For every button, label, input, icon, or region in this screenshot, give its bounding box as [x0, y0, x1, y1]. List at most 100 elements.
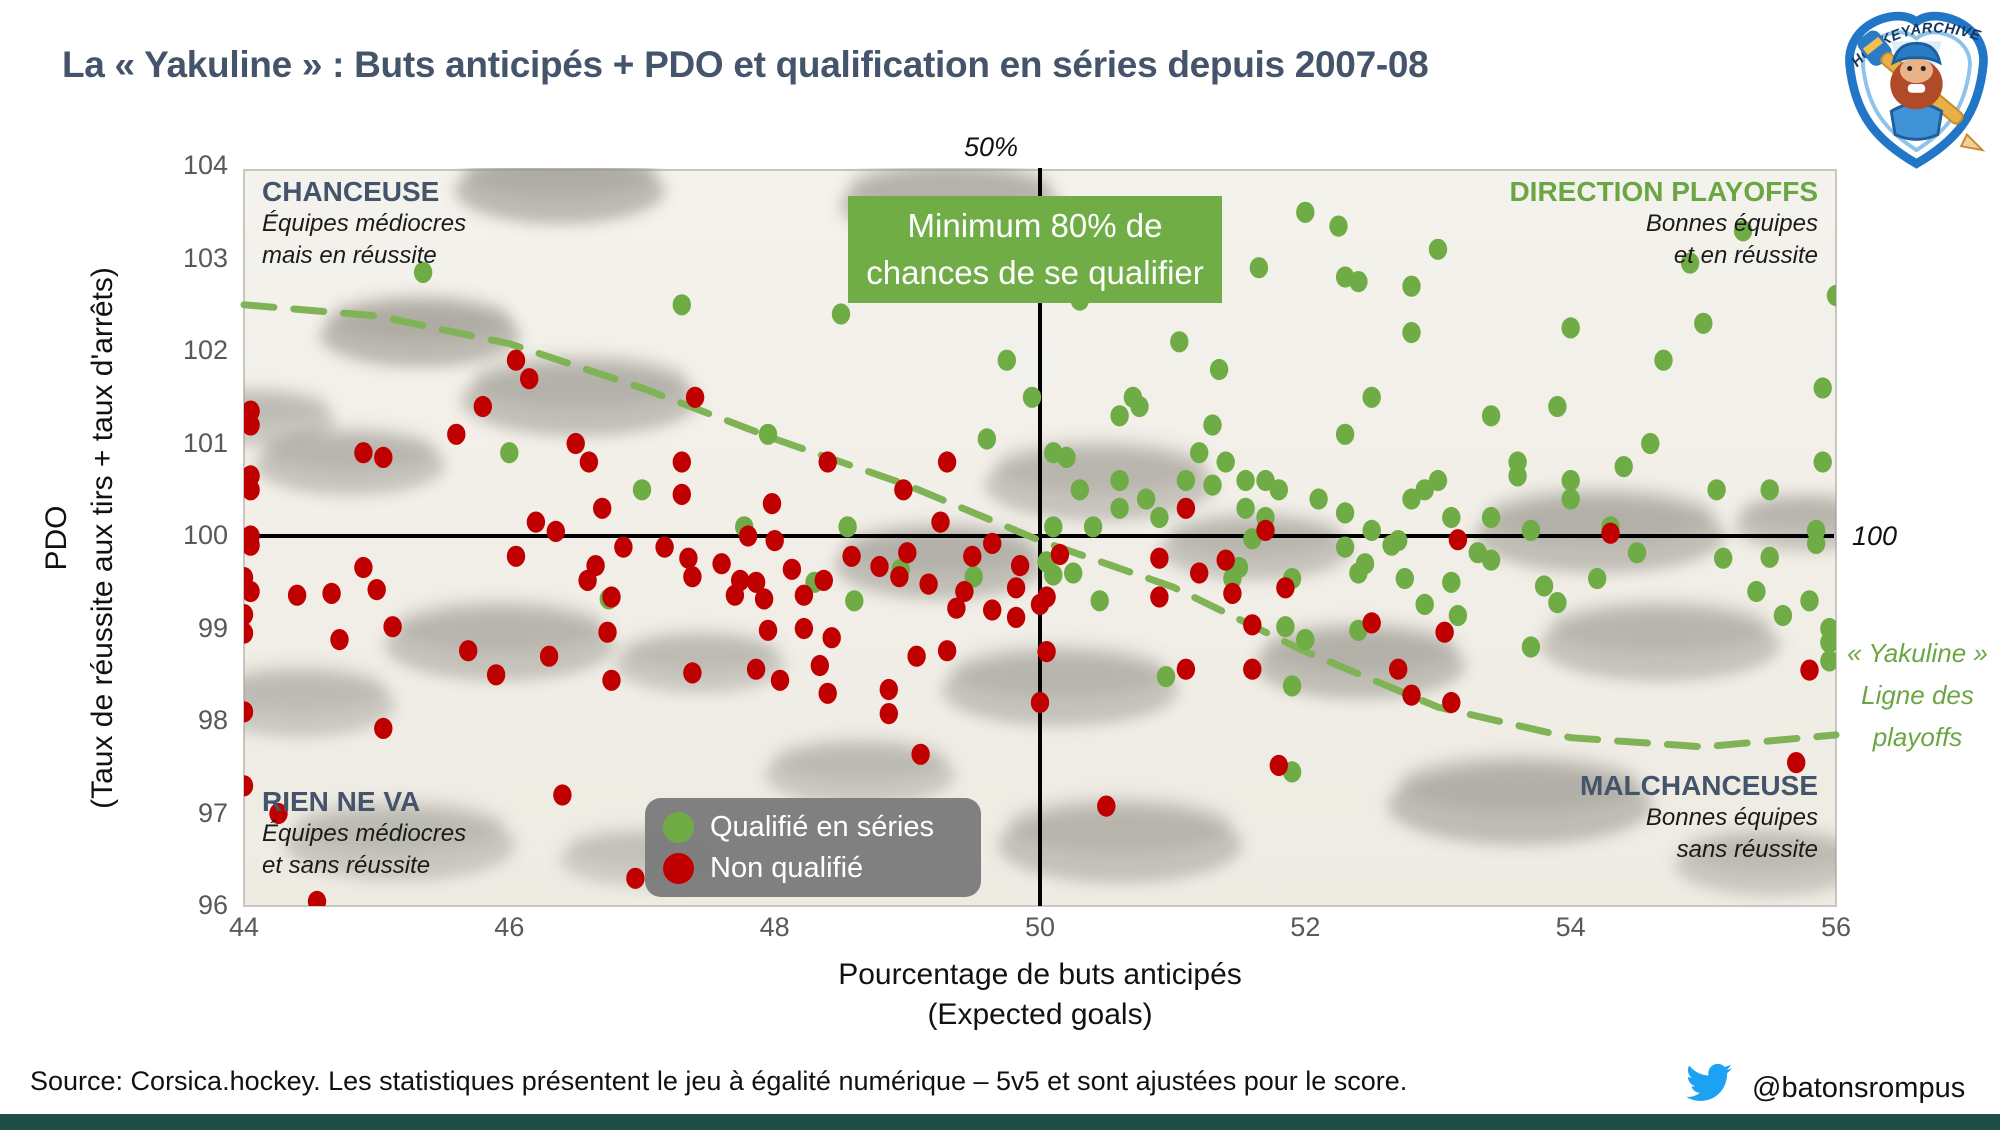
quadrant-title: MALCHANCEUSE	[1580, 770, 1818, 801]
data-point	[1097, 795, 1116, 817]
data-point	[367, 579, 386, 601]
data-point	[1442, 691, 1461, 714]
legend-swatch-red	[663, 852, 694, 884]
quadrant-top-right: DIRECTION PLAYOFFS Bonnes équipes et en …	[1509, 176, 1818, 271]
data-point	[1521, 636, 1541, 658]
data-point	[244, 534, 260, 556]
data-point	[614, 536, 633, 558]
data-point	[1243, 658, 1262, 680]
data-point	[486, 664, 506, 686]
data-point	[1428, 238, 1448, 260]
data-point	[754, 588, 774, 610]
data-point	[683, 662, 702, 684]
data-point	[1070, 479, 1090, 501]
data-point	[845, 590, 864, 612]
quadrant-bottom-right: MALCHANCEUSE Bonnes équipes sans réussit…	[1580, 770, 1818, 865]
legend-label: Qualifié en séries	[710, 810, 935, 843]
data-point	[459, 640, 478, 662]
data-point	[1203, 474, 1222, 496]
legend-label: Non qualifié	[710, 851, 864, 884]
data-point	[1037, 586, 1056, 608]
data-point	[1216, 549, 1235, 571]
data-point	[244, 604, 254, 626]
data-point	[626, 867, 645, 889]
data-point	[794, 617, 814, 640]
data-point	[354, 556, 373, 579]
x-tick-label: 56	[1820, 912, 1852, 942]
data-point	[1216, 451, 1235, 473]
data-point	[1335, 536, 1355, 558]
data-point	[1442, 571, 1461, 593]
footer-bar	[0, 1114, 2000, 1130]
data-point	[758, 423, 778, 445]
data-point	[1309, 488, 1328, 510]
data-point	[1209, 358, 1229, 381]
data-point	[1561, 488, 1580, 510]
y-tick-label: 100	[182, 520, 228, 550]
data-point	[1064, 562, 1083, 584]
data-point	[526, 511, 546, 533]
data-point	[890, 566, 909, 588]
y-axis-title-main: PDO	[40, 505, 73, 571]
data-point	[1654, 349, 1673, 371]
data-point	[782, 558, 802, 580]
data-point	[963, 545, 982, 567]
y-tick-label: 96	[197, 890, 228, 920]
data-point	[1694, 312, 1713, 334]
data-point	[1296, 201, 1315, 223]
x-tick-label: 54	[1555, 912, 1586, 942]
data-point	[1680, 252, 1700, 274]
data-point	[244, 701, 254, 723]
data-point	[1820, 650, 1836, 672]
data-point	[911, 743, 930, 765]
data-point	[794, 584, 814, 606]
data-point	[1037, 641, 1056, 663]
data-point	[1548, 395, 1567, 418]
data-point	[655, 536, 674, 558]
data-point	[1335, 502, 1355, 524]
data-point	[758, 619, 778, 641]
data-point	[818, 682, 837, 704]
data-point	[553, 784, 572, 806]
legend-swatch-green	[663, 811, 694, 843]
data-point	[1362, 386, 1381, 408]
data-point	[770, 669, 790, 691]
legend-item-qualified: Qualifié en séries	[663, 811, 981, 844]
yakuline-label-line2: Ligne des	[1861, 680, 1974, 711]
data-point	[1110, 497, 1129, 519]
data-point	[1820, 631, 1836, 653]
data-point	[1481, 506, 1501, 529]
data-point	[1402, 488, 1421, 510]
data-point	[1006, 577, 1026, 599]
data-point	[1083, 516, 1103, 538]
annotation-box: Minimum 80% de chances de se qualifier	[848, 196, 1222, 303]
data-point	[1481, 405, 1501, 427]
data-point	[672, 294, 691, 316]
data-point	[1707, 479, 1726, 501]
data-point	[354, 442, 373, 464]
y-tick-label: 102	[182, 335, 228, 365]
x-tick-label: 50	[1024, 912, 1056, 942]
y-tick-label: 101	[182, 427, 228, 458]
data-point	[374, 717, 393, 740]
data-point	[1800, 590, 1819, 612]
data-point	[1329, 215, 1348, 237]
yakuline-label-line3: playoffs	[1872, 722, 1963, 753]
data-point	[1415, 479, 1434, 501]
y-tick-label: 98	[197, 705, 228, 735]
data-point	[1448, 529, 1468, 551]
data-point	[746, 658, 766, 680]
series-not-qualified	[244, 349, 1819, 906]
quadrant-title: RIEN NE VA	[262, 786, 421, 817]
data-point	[937, 451, 957, 473]
quadrant-title: CHANCEUSE	[262, 176, 440, 207]
data-point	[810, 654, 829, 677]
data-point	[602, 669, 621, 691]
data-point	[1787, 752, 1806, 774]
data-point	[244, 580, 260, 603]
data-point	[1176, 658, 1196, 680]
yakuline-dashed-curve	[240, 301, 1840, 751]
data-point	[814, 569, 833, 592]
data-point	[244, 479, 260, 501]
data-point	[1521, 519, 1541, 542]
